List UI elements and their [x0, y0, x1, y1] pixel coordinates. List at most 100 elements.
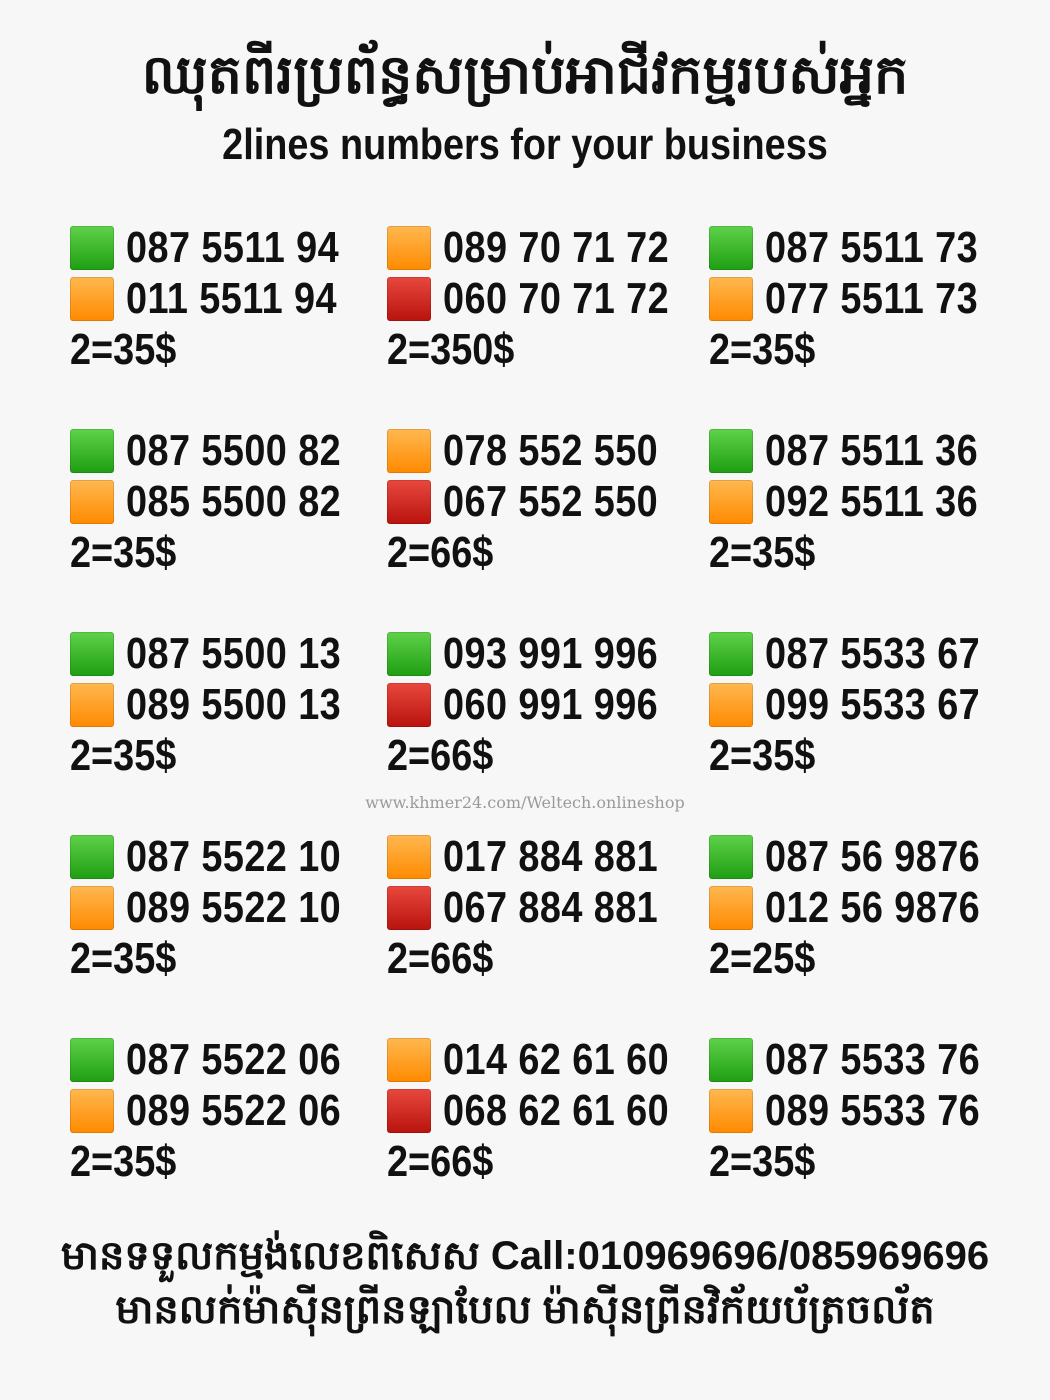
green-square-icon	[70, 1037, 114, 1082]
phone-line: 067 552 550	[387, 476, 707, 527]
price: 2=35$	[709, 528, 816, 577]
footer-contact: មានទទួលកម្មង់លេខពិសេស Call:010969696/085…	[60, 1234, 990, 1278]
price: 2=35$	[70, 731, 177, 780]
orange-square-icon	[709, 276, 753, 321]
phone-number: 078 552 550	[443, 425, 659, 475]
phone-number: 067 884 881	[443, 882, 659, 932]
phone-number: 087 5522 10	[126, 831, 342, 881]
orange-square-icon	[387, 1037, 431, 1082]
green-square-icon	[709, 834, 753, 879]
phone-number: 087 56 9876	[765, 831, 981, 881]
title-khmer: ឈុតពីរប្រព័ន្ធសម្រាប់អាជីវកម្មរបស់អ្នក	[141, 45, 909, 105]
orange-square-icon	[387, 225, 431, 270]
number-set: 093 991 996 060 991 996 2=66$	[387, 628, 707, 781]
orange-square-icon	[70, 1088, 114, 1133]
green-square-icon	[70, 225, 114, 270]
phone-line: 087 5500 82	[70, 425, 390, 476]
green-square-icon	[709, 225, 753, 270]
phone-line: 087 5511 73	[709, 222, 1029, 273]
phone-number: 093 991 996	[443, 628, 659, 678]
green-square-icon	[709, 1037, 753, 1082]
phone-number: 089 5522 06	[126, 1085, 342, 1135]
green-square-icon	[70, 428, 114, 473]
phone-number: 014 62 61 60	[443, 1034, 670, 1084]
price: 2=35$	[709, 325, 816, 374]
phone-line: 087 56 9876	[709, 831, 1029, 882]
phone-line: 089 5533 76	[709, 1085, 1029, 1136]
phone-number: 099 5533 67	[765, 679, 981, 729]
price: 2=66$	[387, 1137, 494, 1186]
price: 2=35$	[709, 731, 816, 780]
phone-number: 087 5511 94	[126, 222, 340, 272]
red-square-icon	[387, 479, 431, 524]
phone-number: 092 5511 36	[765, 476, 979, 526]
orange-square-icon	[709, 1088, 753, 1133]
phone-number: 087 5533 76	[765, 1034, 981, 1084]
phone-line: 099 5533 67	[709, 679, 1029, 730]
phone-line: 060 991 996	[387, 679, 707, 730]
price: 2=66$	[387, 528, 494, 577]
phone-number: 089 70 71 72	[443, 222, 670, 272]
number-set: 087 5533 76 089 5533 76 2=35$	[709, 1034, 1029, 1187]
green-square-icon	[70, 834, 114, 879]
price: 2=35$	[70, 325, 177, 374]
orange-square-icon	[387, 428, 431, 473]
phone-line: 087 5522 10	[70, 831, 390, 882]
orange-square-icon	[709, 682, 753, 727]
phone-line: 011 5511 94	[70, 273, 390, 324]
price: 2=35$	[709, 1137, 816, 1186]
price: 2=35$	[70, 1137, 177, 1186]
phone-line: 087 5511 94	[70, 222, 390, 273]
number-set: 087 5500 13 089 5500 13 2=35$	[70, 628, 390, 781]
orange-square-icon	[387, 834, 431, 879]
phone-number: 012 56 9876	[765, 882, 981, 932]
phone-line: 087 5533 67	[709, 628, 1029, 679]
orange-square-icon	[70, 276, 114, 321]
price: 2=66$	[387, 731, 494, 780]
phone-line: 093 991 996	[387, 628, 707, 679]
number-set: 087 5511 73 077 5511 73 2=35$	[709, 222, 1029, 375]
number-set: 087 56 9876 012 56 9876 2=25$	[709, 831, 1029, 984]
title-english: 2lines numbers for your business	[222, 120, 828, 169]
number-set: 087 5500 82 085 5500 82 2=35$	[70, 425, 390, 578]
green-square-icon	[709, 631, 753, 676]
phone-line: 089 5522 06	[70, 1085, 390, 1136]
phone-number: 087 5533 67	[765, 628, 981, 678]
red-square-icon	[387, 682, 431, 727]
phone-number: 087 5500 82	[126, 425, 342, 475]
price: 2=35$	[70, 934, 177, 983]
phone-number: 085 5500 82	[126, 476, 342, 526]
phone-line: 092 5511 36	[709, 476, 1029, 527]
phone-number: 068 62 61 60	[443, 1085, 670, 1135]
phone-line: 089 70 71 72	[387, 222, 707, 273]
price: 2=35$	[70, 528, 177, 577]
phone-line: 067 884 881	[387, 882, 707, 933]
red-square-icon	[387, 276, 431, 321]
phone-line: 089 5522 10	[70, 882, 390, 933]
red-square-icon	[387, 885, 431, 930]
phone-number: 077 5511 73	[765, 273, 979, 323]
number-set: 087 5522 06 089 5522 06 2=35$	[70, 1034, 390, 1187]
phone-line: 060 70 71 72	[387, 273, 707, 324]
phone-line: 077 5511 73	[709, 273, 1029, 324]
phone-line: 085 5500 82	[70, 476, 390, 527]
phone-line: 068 62 61 60	[387, 1085, 707, 1136]
phone-line: 087 5522 06	[70, 1034, 390, 1085]
phone-line: 087 5511 36	[709, 425, 1029, 476]
phone-number: 089 5533 76	[765, 1085, 981, 1135]
price: 2=66$	[387, 934, 494, 983]
phone-line: 014 62 61 60	[387, 1034, 707, 1085]
phone-line: 017 884 881	[387, 831, 707, 882]
orange-square-icon	[709, 885, 753, 930]
number-set: 087 5533 67 099 5533 67 2=35$	[709, 628, 1029, 781]
phone-number: 060 991 996	[443, 679, 659, 729]
phone-number: 089 5500 13	[126, 679, 342, 729]
number-set: 087 5522 10 089 5522 10 2=35$	[70, 831, 390, 984]
orange-square-icon	[70, 479, 114, 524]
number-set: 014 62 61 60 068 62 61 60 2=66$	[387, 1034, 707, 1187]
phone-line: 087 5533 76	[709, 1034, 1029, 1085]
phone-number: 087 5511 73	[765, 222, 979, 272]
footer-products: មានលក់ម៉ាស៊ីនព្រីនឡាបែល ម៉ាស៊ីនព្រីនវិក័…	[115, 1288, 935, 1332]
phone-number: 060 70 71 72	[443, 273, 670, 323]
green-square-icon	[70, 631, 114, 676]
